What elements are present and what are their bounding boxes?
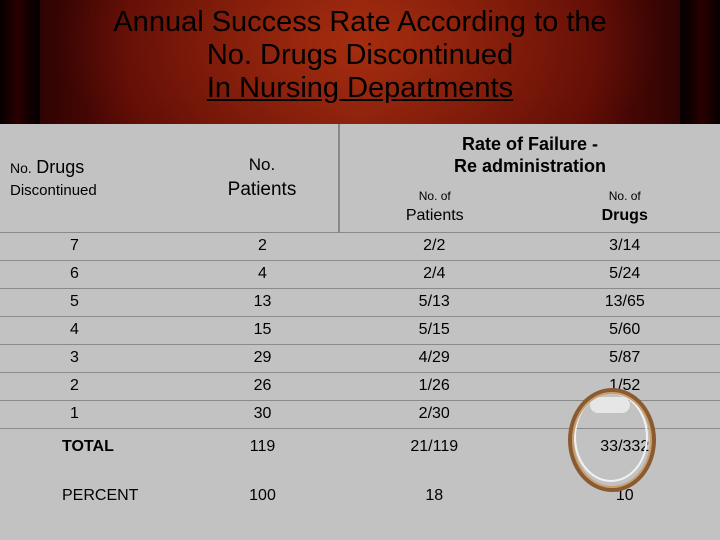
cell-drugs: 1 bbox=[0, 399, 186, 428]
cell-failure-patients: 2/2 bbox=[339, 231, 530, 260]
title-line-1: Annual Success Rate According to the bbox=[113, 6, 607, 38]
highlight-ring-inner bbox=[574, 392, 648, 482]
header-rate-of-failure: Rate of Failure - Re administration bbox=[338, 124, 720, 182]
table-row: 7 2 2/2 3/14 bbox=[0, 231, 720, 260]
table-row: 2 26 1/26 1/52 bbox=[0, 371, 720, 400]
cell-patients: 29 bbox=[186, 343, 339, 372]
cell-patients: 4 bbox=[186, 259, 339, 288]
table-row: 1 30 2/30 bbox=[0, 399, 720, 428]
cell-patients: 13 bbox=[186, 287, 339, 316]
cell-drugs: 3 bbox=[0, 343, 186, 372]
cell-failure-drugs: 5/87 bbox=[529, 343, 720, 372]
table-row: 6 4 2/4 5/24 bbox=[0, 259, 720, 288]
percent-patients: 100 bbox=[249, 486, 276, 504]
cell-failure-patients: 2/4 bbox=[339, 259, 530, 288]
cell-failure-patients: 5/13 bbox=[339, 287, 530, 316]
cell-failure-drugs: 13/65 bbox=[529, 287, 720, 316]
slide-title: Annual Success Rate According to the No.… bbox=[0, 6, 720, 105]
title-line-3: In Nursing Departments bbox=[206, 72, 514, 104]
results-table-panel: No. Drugs Discontinued No. Patients Rate… bbox=[0, 124, 720, 540]
cell-failure-patients: 5/15 bbox=[339, 315, 530, 344]
table-row: 5 13 5/13 13/65 bbox=[0, 287, 720, 316]
table-row: 4 15 5/15 5/60 bbox=[0, 315, 720, 344]
header-no-patients: No. Patients bbox=[227, 154, 297, 200]
cell-drugs: 4 bbox=[0, 315, 186, 344]
percent-label: PERCENT bbox=[62, 486, 139, 504]
cell-drugs: 7 bbox=[0, 231, 186, 260]
cell-drugs: 2 bbox=[0, 371, 186, 400]
cell-failure-drugs: 5/24 bbox=[529, 259, 720, 288]
cell-drugs: 5 bbox=[0, 287, 186, 316]
cell-failure-drugs: 5/60 bbox=[529, 315, 720, 344]
cell-patients: 30 bbox=[186, 399, 339, 428]
cell-patients: 26 bbox=[186, 371, 339, 400]
cell-patients: 15 bbox=[186, 315, 339, 344]
total-patients: 119 bbox=[186, 427, 339, 466]
title-line-2: No. Drugs Discontinued bbox=[206, 39, 514, 71]
total-label: TOTAL bbox=[0, 427, 186, 466]
header-drugs-discontinued: No. Drugs Discontinued bbox=[10, 156, 97, 199]
cell-failure-patients: 4/29 bbox=[339, 343, 530, 372]
cell-patients: 2 bbox=[186, 231, 339, 260]
results-table: No. Drugs Discontinued No. Patients Rate… bbox=[0, 124, 720, 526]
cell-drugs: 6 bbox=[0, 259, 186, 288]
cell-failure-patients: 2/30 bbox=[339, 399, 530, 428]
header-failure-drugs: No. of Drugs bbox=[601, 188, 648, 224]
total-failure-patients: 21/119 bbox=[339, 427, 530, 466]
header-failure-patients: No. of Patients bbox=[338, 182, 530, 232]
percent-failure-patients: 18 bbox=[425, 486, 444, 504]
cell-failure-drugs: 3/14 bbox=[529, 231, 720, 260]
table-row: 3 29 4/29 5/87 bbox=[0, 343, 720, 372]
cell-failure-patients: 1/26 bbox=[339, 371, 530, 400]
